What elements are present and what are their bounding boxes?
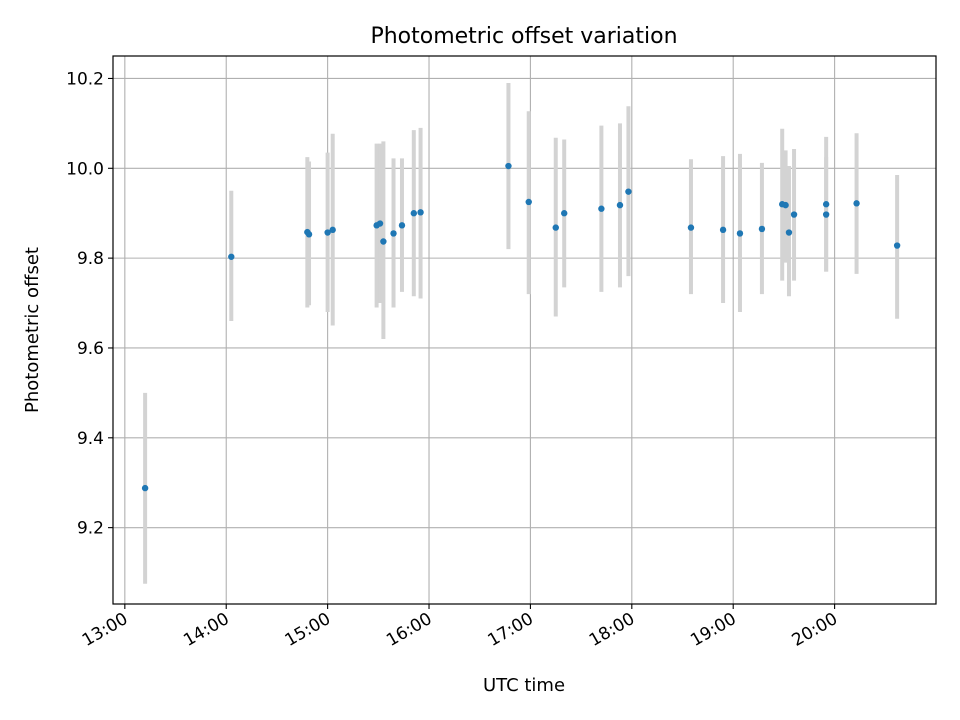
error-bars: [143, 82, 900, 584]
data-points: [141, 162, 901, 492]
x-tick-label: 14:00: [180, 609, 232, 651]
data-point: [822, 201, 830, 208]
data-point: [380, 238, 387, 245]
grid: [113, 56, 936, 604]
data-point: [719, 226, 727, 234]
data-point: [417, 209, 424, 216]
data-point: [736, 230, 744, 237]
data-point: [893, 242, 901, 249]
data-point: [141, 484, 149, 492]
chart-title: Photometric offset variation: [370, 24, 677, 49]
x-tick-label: 20:00: [789, 609, 841, 651]
x-tick-label: 19:00: [687, 609, 739, 651]
data-point: [305, 231, 313, 238]
x-tick-label: 16:00: [383, 609, 435, 651]
y-tick-label: 9.6: [77, 339, 104, 359]
y-tick-label: 9.8: [77, 249, 104, 269]
data-point: [228, 253, 235, 260]
y-tick-label: 10.2: [66, 69, 104, 89]
data-point: [505, 162, 512, 170]
data-point: [525, 198, 532, 206]
x-axis-ticks: 13:00 14:00 15:00 16:00 17:00 18:00 19:00 20:00: [79, 604, 841, 651]
data-point: [687, 224, 695, 231]
x-tick-label: 13:00: [79, 609, 131, 651]
x-axis-label: UTC time: [483, 675, 565, 696]
data-point: [561, 210, 568, 217]
data-point: [390, 230, 397, 237]
data-point: [616, 201, 624, 209]
y-tick-label: 9.2: [77, 519, 104, 539]
data-point: [853, 200, 860, 207]
y-axis-label: Photometric offset: [22, 247, 43, 413]
data-point: [398, 222, 406, 229]
data-point: [552, 224, 559, 231]
x-tick-label: 15:00: [282, 609, 334, 651]
data-point: [598, 205, 605, 212]
data-point: [329, 226, 336, 234]
data-point: [324, 229, 331, 236]
data-point: [822, 211, 830, 218]
x-tick-label: 18:00: [586, 609, 638, 651]
data-point: [790, 211, 798, 218]
y-axis-ticks: 9.2 9.4 9.6 9.8 10.0 10.2: [66, 69, 113, 539]
data-point: [376, 220, 384, 227]
y-tick-label: 10.0: [66, 159, 104, 179]
data-point: [625, 188, 632, 195]
data-point: [758, 225, 766, 233]
data-point: [410, 210, 418, 217]
x-tick-label: 17:00: [484, 609, 536, 651]
data-point: [785, 229, 793, 236]
plot-frame: [112, 55, 937, 605]
data-point: [782, 201, 789, 209]
y-tick-label: 9.4: [77, 429, 104, 449]
